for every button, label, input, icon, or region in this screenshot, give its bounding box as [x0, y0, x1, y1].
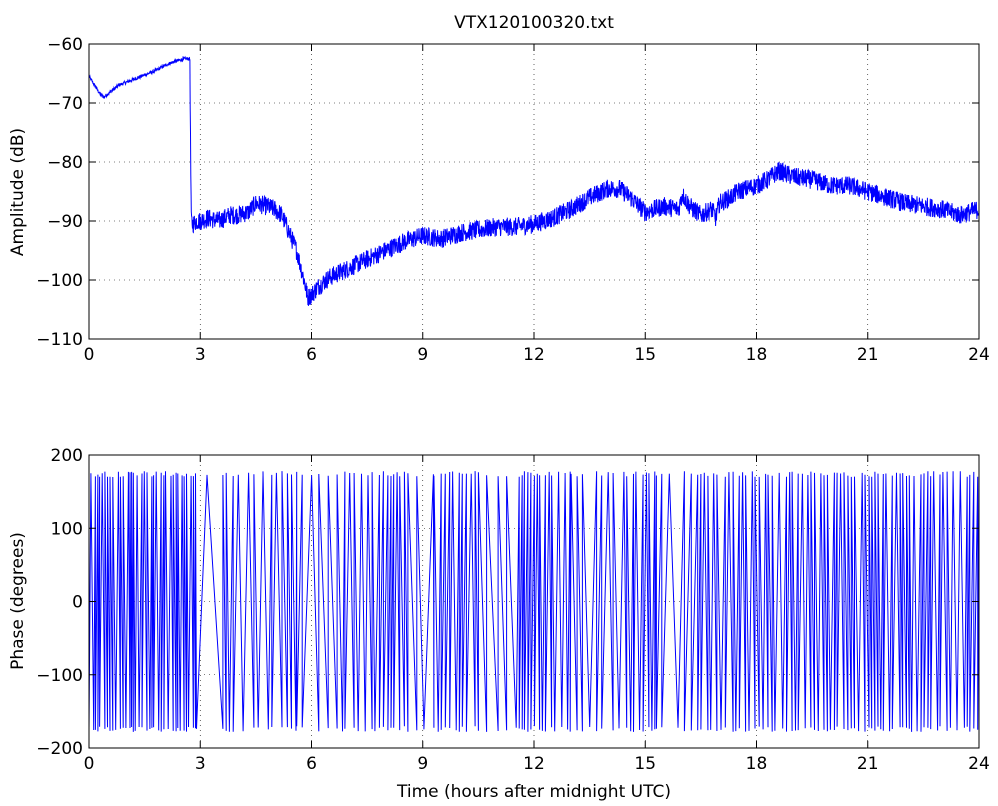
- y-tick-label: 100: [51, 519, 83, 539]
- x-tick-label: 24: [968, 345, 990, 365]
- y-tick-label: −100: [36, 271, 83, 291]
- amplitude-chart-title: VTX120100320.txt: [454, 13, 614, 33]
- phase-y-axis-label: Phase (degrees): [8, 532, 28, 670]
- phase-axes: 0 3 6 9 12 15 18 21 24 200 100 0 −100 −200 Phase (deg…: [8, 446, 990, 802]
- x-tick-label: 21: [857, 754, 879, 774]
- x-tick-label: 9: [417, 345, 428, 365]
- x-tick-label: 9: [417, 754, 428, 774]
- phase-series-line: [89, 471, 979, 732]
- y-tick-label: −80: [47, 153, 83, 173]
- y-tick-label: 200: [51, 446, 83, 466]
- y-tick-label: −90: [47, 212, 83, 232]
- y-tick-label: −200: [36, 739, 83, 759]
- x-tick-label: 21: [857, 345, 879, 365]
- amplitude-ticks: 0 3 6 9 12 15 18 21 24 −60 −70 −80 −90 −100 −110: [36, 35, 990, 365]
- amplitude-series-line: [89, 55, 979, 306]
- x-tick-label: 18: [746, 754, 768, 774]
- x-tick-label: 0: [84, 345, 95, 365]
- x-tick-label: 12: [523, 345, 545, 365]
- x-tick-label: 3: [195, 754, 206, 774]
- x-tick-label: 15: [634, 754, 656, 774]
- x-tick-label: 6: [306, 345, 317, 365]
- x-tick-label: 6: [306, 754, 317, 774]
- x-tick-label: 3: [195, 345, 206, 365]
- x-tick-label: 24: [968, 754, 990, 774]
- y-tick-label: −70: [47, 94, 83, 114]
- x-tick-label: 0: [84, 754, 95, 774]
- y-tick-label: −60: [47, 35, 83, 55]
- y-tick-label: 0: [72, 593, 83, 613]
- x-tick-label: 12: [523, 754, 545, 774]
- y-tick-label: −100: [36, 666, 83, 686]
- x-tick-label: 15: [634, 345, 656, 365]
- phase-ticks: 0 3 6 9 12 15 18 21 24 200 100 0 −100 −200: [36, 446, 990, 774]
- amplitude-y-axis-label: Amplitude (dB): [8, 128, 28, 256]
- x-tick-label: 18: [746, 345, 768, 365]
- y-tick-label: −110: [36, 330, 83, 350]
- amplitude-axes: 0 3 6 9 12 15 18 21 24 −60 −70 −80 −90 −100 −110 VTX12…: [8, 13, 990, 365]
- phase-x-axis-label: Time (hours after midnight UTC): [396, 782, 671, 802]
